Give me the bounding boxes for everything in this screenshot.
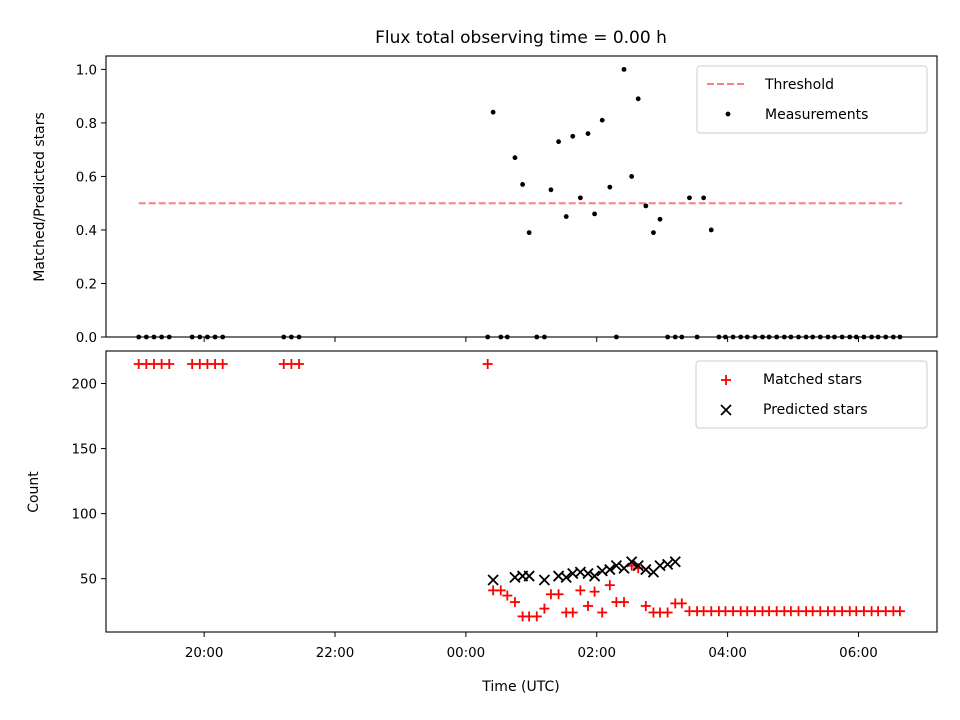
predicted-star-marker [538, 574, 551, 586]
bottom-legend-box [695, 360, 928, 429]
measurement-point [585, 131, 591, 137]
matched-star-marker [662, 607, 673, 618]
measurements-legend-label: Measurements [765, 107, 868, 123]
measurement-point [570, 133, 576, 139]
top-y-axis-label: Matched/Predicted stars [32, 112, 48, 282]
top-y-tick-label: 0.6 [76, 170, 97, 185]
matched-star-marker [164, 359, 175, 370]
top-y-axis: 0.0 0.2 0.4 0.6 0.8 1.0 [76, 63, 106, 346]
predicted-star-marker [604, 563, 616, 576]
matched-legend-marker [721, 375, 731, 385]
measurements-legend-marker [725, 111, 731, 117]
measurement-point [687, 195, 692, 201]
matched-star-marker [509, 597, 520, 608]
measurement-point [708, 227, 714, 233]
threshold-legend-label: Threshold [764, 77, 834, 93]
x-tick-label: 04:00 [708, 646, 747, 661]
matched-star-marker [894, 606, 905, 617]
measurement-point [512, 155, 518, 161]
measurement-point [526, 230, 532, 236]
matched-star-marker [482, 359, 493, 370]
matched-star-marker [531, 611, 542, 622]
matched-star-marker [583, 600, 594, 611]
matched-star-marker [553, 589, 564, 600]
bottom-plot-area [133, 359, 905, 622]
matched-star-marker [567, 607, 578, 618]
bottom-x-axis: 20:00 22:00 00:00 02:00 04:00 06:00 [185, 632, 878, 661]
top-y-tick-label: 0.4 [76, 224, 97, 239]
top-legend-box [696, 65, 928, 134]
matched-star-marker [495, 585, 506, 596]
measurement-point [635, 96, 641, 102]
measurement-point [643, 203, 649, 209]
top-legend: Threshold Measurements [696, 65, 928, 134]
measurement-point [651, 230, 656, 236]
bottom-y-tick-label: 200 [71, 378, 97, 393]
measurement-point [548, 187, 554, 193]
predicted-star-marker [640, 563, 652, 576]
top-chart-title: Flux total observing time = 0.00 h [375, 28, 667, 48]
matched-star-marker [640, 600, 651, 611]
x-tick-label: 06:00 [839, 646, 878, 661]
predicted-star-marker [610, 560, 623, 572]
measurement-point [556, 139, 561, 145]
matched-star-marker [619, 597, 630, 608]
predicted-star-marker [626, 556, 638, 568]
predicted-legend-label: Predicted stars [763, 402, 868, 418]
top-panel: 0.0 0.2 0.4 0.6 0.8 1.0 Matched/Predicted sta… [32, 55, 938, 346]
bottom-y-axis-label: Count [26, 471, 42, 513]
x-tick-label: 00:00 [447, 646, 486, 661]
matched-legend-label: Matched stars [763, 372, 862, 388]
top-y-tick-label: 0.2 [76, 277, 97, 292]
matched-star-marker [217, 359, 228, 370]
bottom-axes-frame [105, 350, 938, 633]
predicted-star-marker [669, 556, 681, 568]
measurement-point [599, 117, 605, 123]
predicted-star-marker [487, 574, 499, 586]
top-axes-frame [105, 55, 938, 338]
measurement-point [563, 214, 569, 219]
predicted-legend-marker [720, 404, 732, 416]
top-y-tick-label: 1.0 [76, 63, 97, 78]
x-tick-label: 02:00 [577, 646, 616, 661]
predicted-star-marker [523, 570, 535, 582]
bottom-legend: Matched stars Predicted stars [695, 360, 928, 429]
measurement-point [621, 66, 627, 72]
measurement-point [629, 174, 635, 179]
measurement-point [607, 184, 613, 190]
matched-star-marker [589, 586, 600, 597]
matched-star-marker [575, 585, 586, 596]
matched-star-marker [294, 359, 305, 370]
measurement-point [577, 195, 583, 201]
predicted-star-marker [661, 558, 674, 570]
bottom-y-tick-label: 150 [71, 443, 97, 458]
bottom-y-tick-label: 50 [80, 573, 97, 588]
predicted-star-marker [560, 571, 572, 583]
matched-star-marker [604, 580, 615, 591]
matched-star-marker [539, 603, 550, 614]
top-y-tick-label: 0.8 [76, 117, 97, 132]
top-y-tick-label: 0.0 [76, 331, 97, 346]
matched-star-marker [676, 598, 687, 609]
matched-star-marker [502, 590, 513, 601]
top-x-ticks [203, 337, 859, 342]
measurement-point [701, 195, 707, 201]
x-axis-label: Time (UTC) [481, 679, 559, 695]
measurement-point [657, 216, 663, 222]
measurement-point [592, 211, 597, 217]
predicted-star-marker [632, 560, 644, 572]
x-tick-label: 20:00 [185, 646, 224, 661]
measurement-point [490, 109, 496, 115]
bottom-panel: 50 100 150 200 20:00 22:00 00:00 02:00 04:00 06:… [26, 350, 938, 695]
x-tick-label: 22:00 [316, 646, 355, 661]
predicted-star-marker [588, 570, 601, 582]
matched-star-marker [597, 607, 608, 618]
bottom-y-axis: 50 100 150 200 [71, 378, 106, 588]
measurement-point [520, 182, 525, 187]
predicted-star-marker [582, 567, 594, 580]
bottom-y-tick-label: 100 [71, 508, 97, 523]
